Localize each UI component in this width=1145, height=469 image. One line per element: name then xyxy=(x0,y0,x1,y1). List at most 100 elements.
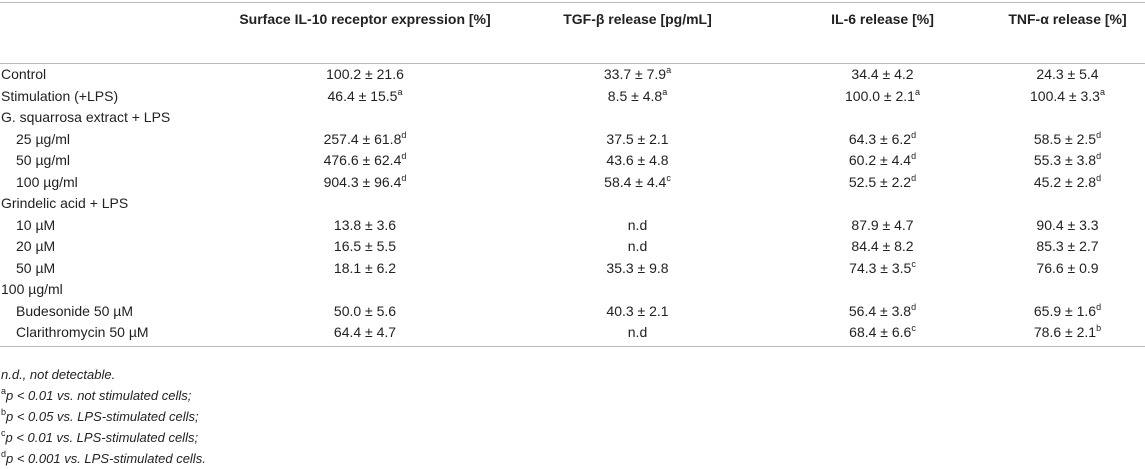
cell-value: 46.4 ± 15.5 xyxy=(327,87,398,104)
cell-value: 100.2 ± 21.6 xyxy=(326,66,404,83)
significance-mark: d xyxy=(911,151,917,162)
cell-value: 40.3 ± 2.1 xyxy=(606,302,669,319)
value-cell: n.d xyxy=(500,236,775,258)
header-text: TNF-α release [%] xyxy=(1008,11,1127,27)
cell-value: 65.9 ± 1.6 xyxy=(1033,302,1097,319)
value-cell: 100.0 ± 2.1a xyxy=(775,86,990,108)
footnote-mark: b xyxy=(1,407,7,417)
table-row: 100 µg/ml 904.3 ± 96.4d 58.4 ± 4.4c 52.5 ± … xyxy=(0,172,1145,194)
cell-value: 60.2 ± 4.4 xyxy=(848,152,912,169)
cell-value: 8.5 ± 4.8 xyxy=(607,87,663,104)
row-label: 100 µg/ml xyxy=(0,279,230,301)
cell-value: 74.3 ± 3.5 xyxy=(849,259,912,276)
cell-value: 34.4 ± 4.2 xyxy=(851,66,914,83)
value-cell xyxy=(230,107,500,129)
value-cell xyxy=(775,279,990,301)
header-cell xyxy=(0,2,230,64)
header-cell: IL-6 release [%] xyxy=(775,2,990,64)
value-cell: n.d xyxy=(500,215,775,237)
value-cell xyxy=(990,279,1145,301)
header-cell: Surface IL-10 receptor expression [%] xyxy=(230,2,500,64)
footnote-text: n.d., not detectable. xyxy=(1,367,116,382)
cell-value: 68.4 ± 6.6 xyxy=(849,324,912,341)
significance-mark: a xyxy=(914,86,920,97)
value-cell: 13.8 ± 3.6 xyxy=(230,215,500,237)
table-row: Budesonide 50 µM 50.0 ± 5.6 40.3 ± 2.1 56.4… xyxy=(0,301,1145,323)
value-cell: 60.2 ± 4.4d xyxy=(775,150,990,172)
value-cell: 84.4 ± 8.2 xyxy=(775,236,990,258)
significance-mark: d xyxy=(1096,151,1102,162)
value-cell: 24.3 ± 5.4 xyxy=(990,64,1145,86)
value-cell: 90.4 ± 3.3 xyxy=(990,215,1145,237)
header-cell: TGF-β release [pg/mL] xyxy=(500,2,775,64)
cell-value: 45.2 ± 2.8 xyxy=(1033,173,1097,190)
table-row: Stimulation (+LPS) 46.4 ± 15.5a 8.5 ± 4.8a… xyxy=(0,86,1145,108)
row-label: Stimulation (+LPS) xyxy=(0,86,230,108)
value-cell: 76.6 ± 0.9 xyxy=(990,258,1145,280)
footnote: bp < 0.05 vs. LPS-stimulated cells; xyxy=(1,406,206,427)
significance-mark: d xyxy=(401,151,407,162)
significance-mark: d xyxy=(401,172,407,183)
row-label: Grindelic acid + LPS xyxy=(0,193,230,215)
table-row: Grindelic acid + LPS xyxy=(0,193,1145,215)
value-cell: 100.2 ± 21.6 xyxy=(230,64,500,86)
value-cell: 74.3 ± 3.5c xyxy=(775,258,990,280)
table-row: 50 µg/ml 476.6 ± 62.4d 43.6 ± 4.8 60.2 ± 4.… xyxy=(0,150,1145,172)
row-label: 20 µM xyxy=(0,236,230,258)
footnote-mark: a xyxy=(1,386,7,396)
row-label: 100 µg/ml xyxy=(0,172,230,194)
value-cell: 55.3 ± 3.8d xyxy=(990,150,1145,172)
value-cell: 45.2 ± 2.8d xyxy=(990,172,1145,194)
footnote-text: p < 0.001 vs. LPS-stimulated cells. xyxy=(6,451,206,466)
row-label-text: 20 µM xyxy=(16,238,56,255)
significance-mark: d xyxy=(1096,172,1102,183)
value-cell: 52.5 ± 2.2d xyxy=(775,172,990,194)
table-row: 100 µg/ml xyxy=(0,279,1145,301)
value-cell: 476.6 ± 62.4d xyxy=(230,150,500,172)
row-label: 50 µg/ml xyxy=(0,150,230,172)
value-cell: 50.0 ± 5.6 xyxy=(230,301,500,323)
header-cell: TNF-α release [%] xyxy=(990,2,1145,64)
footnote: dp < 0.001 vs. LPS-stimulated cells. xyxy=(1,448,206,469)
header-row: Surface IL-10 receptor expression [%] TGF… xyxy=(0,2,1145,64)
significance-mark: c xyxy=(911,323,916,334)
value-cell: 64.4 ± 4.7 xyxy=(230,322,500,347)
header-text: TGF-β release [pg/mL] xyxy=(563,11,712,27)
value-cell: 16.5 ± 5.5 xyxy=(230,236,500,258)
footnotes: n.d., not detectable. ap < 0.01 vs. not s… xyxy=(1,364,206,469)
row-label-text: 100 µg/ml xyxy=(16,173,78,190)
value-cell: 18.1 ± 6.2 xyxy=(230,258,500,280)
cell-value: 100.0 ± 2.1 xyxy=(845,87,915,104)
significance-mark: a xyxy=(1099,86,1105,97)
footnote-text: p < 0.05 vs. LPS-stimulated cells; xyxy=(6,409,199,424)
value-cell xyxy=(775,107,990,129)
value-cell xyxy=(230,279,500,301)
cell-value: 257.4 ± 61.8 xyxy=(323,130,402,147)
cell-value: 100.4 ± 3.3 xyxy=(1030,87,1100,104)
row-label: Budesonide 50 µM xyxy=(0,301,230,323)
row-label-text: Grindelic acid + LPS xyxy=(1,195,129,212)
cell-value: 24.3 ± 5.4 xyxy=(1036,66,1099,83)
row-label: 10 µM xyxy=(0,215,230,237)
table-row: 50 µM 18.1 ± 6.2 35.3 ± 9.8 74.3 ± 3.5c 76.6… xyxy=(0,258,1145,280)
value-cell: 58.4 ± 4.4c xyxy=(500,172,775,194)
significance-mark: a xyxy=(662,86,668,97)
cell-value: 35.3 ± 9.8 xyxy=(606,259,669,276)
significance-mark: d xyxy=(911,172,917,183)
value-cell xyxy=(990,107,1145,129)
cell-value: 476.6 ± 62.4 xyxy=(323,152,402,169)
significance-mark: d xyxy=(401,129,407,140)
value-cell: 78.6 ± 2.1b xyxy=(990,322,1145,347)
value-cell xyxy=(230,193,500,215)
significance-mark: c xyxy=(911,258,916,269)
cell-value: 56.4 ± 3.8 xyxy=(848,302,912,319)
table-row: 25 µg/ml 257.4 ± 61.8d 37.5 ± 2.1 64.3 ± 6.… xyxy=(0,129,1145,151)
footnote: n.d., not detectable. xyxy=(1,364,206,385)
value-cell: 85.3 ± 2.7 xyxy=(990,236,1145,258)
value-cell: 68.4 ± 6.6c xyxy=(775,322,990,347)
value-cell: 65.9 ± 1.6d xyxy=(990,301,1145,323)
table-body: Control 100.2 ± 21.6 33.7 ± 7.9a 34.4 ± 4.2… xyxy=(0,64,1145,347)
row-label-text: Clarithromycin 50 µM xyxy=(16,324,149,341)
cell-value: 16.5 ± 5.5 xyxy=(333,238,397,255)
